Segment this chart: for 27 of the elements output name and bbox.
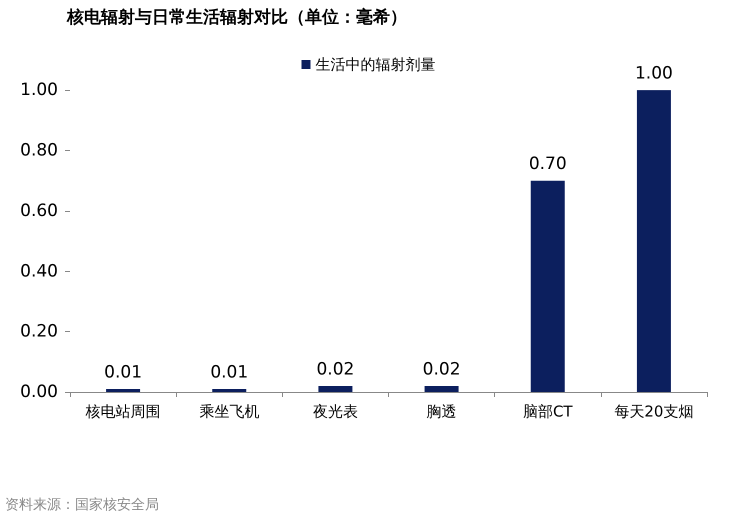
data-label: 0.02: [316, 359, 354, 380]
data-label: 0.70: [528, 154, 567, 174]
chart-title: 核电辐射与日常生活辐射对比（单位：毫希）: [66, 6, 407, 28]
x-tick-label: 核电站周围: [84, 402, 161, 420]
x-tick-label: 胸透: [426, 402, 457, 420]
y-tick-label: 0.00: [20, 382, 58, 402]
bar: [212, 388, 246, 392]
bar: [636, 90, 671, 392]
x-tick-label: 脑部CT: [522, 402, 574, 420]
x-tick-label: 每天20支烟: [614, 402, 694, 420]
data-label: 0.01: [104, 362, 142, 382]
y-tick-label: 0.60: [20, 200, 58, 221]
data-label: 1.00: [634, 64, 673, 84]
data-label: 0.02: [422, 359, 461, 380]
data-label: 0.01: [210, 362, 248, 382]
y-tick-label: 1.00: [20, 80, 58, 100]
bar: [318, 386, 352, 392]
bar: [424, 386, 459, 392]
legend-label: 生活中的辐射剂量: [316, 56, 436, 74]
x-tick-label: 夜光表: [312, 402, 358, 420]
y-tick-label: 0.20: [20, 322, 58, 342]
x-tick-label: 乘坐飞机: [199, 402, 260, 420]
y-tick-label: 0.40: [20, 261, 58, 282]
text: 资料来源：国家核安全局: [5, 497, 159, 513]
bar: [106, 388, 140, 392]
y-tick-label: 0.80: [20, 140, 58, 161]
bar: [530, 180, 565, 392]
